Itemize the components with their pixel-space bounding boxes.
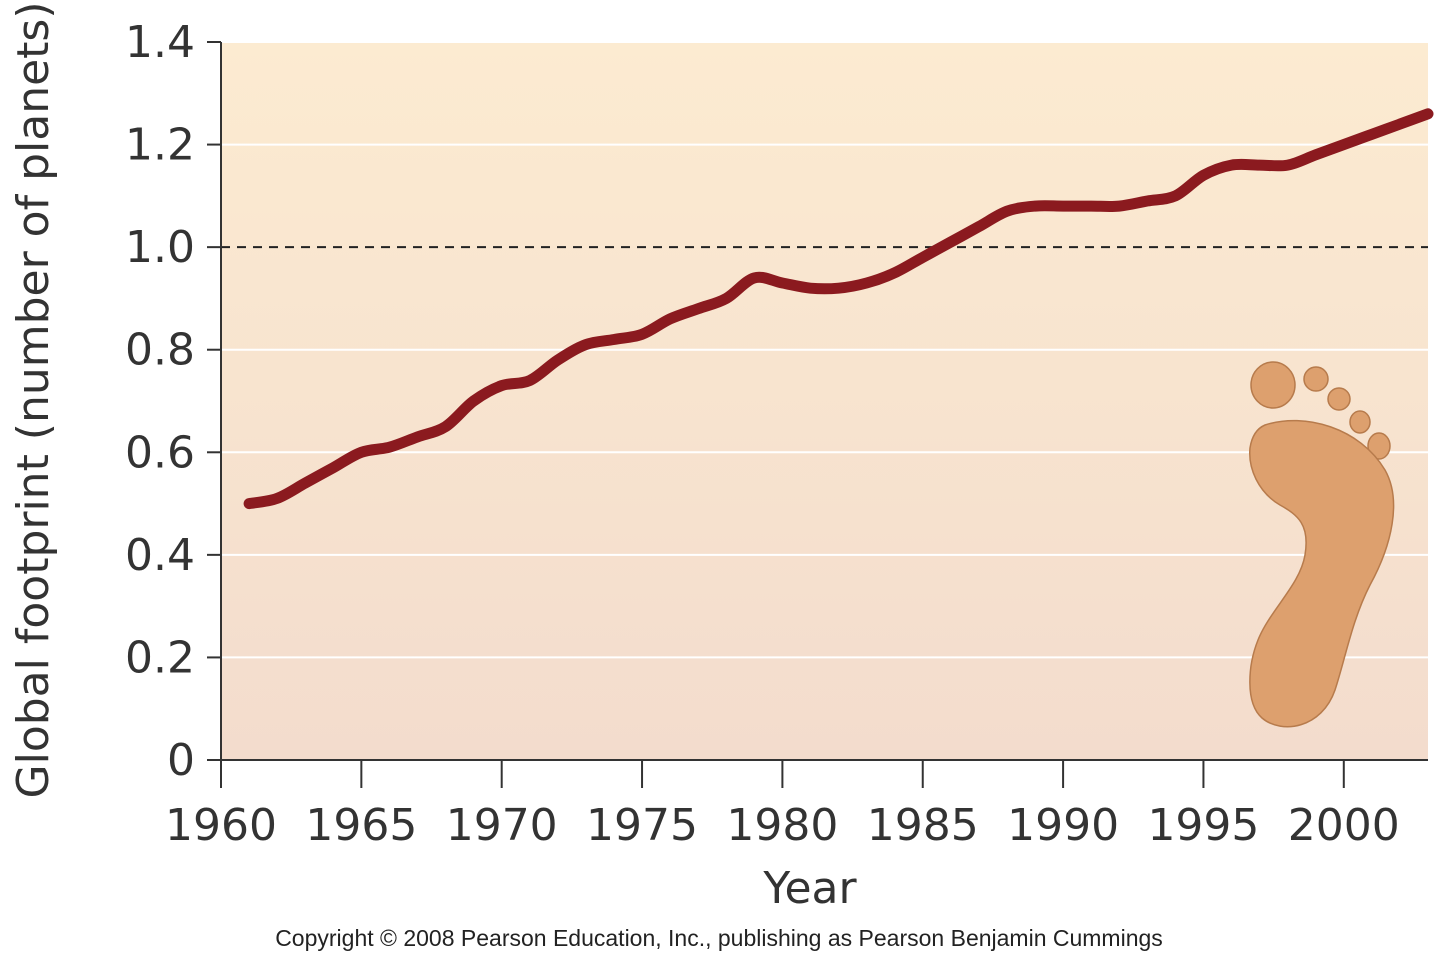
footprint-toe-2	[1303, 366, 1329, 392]
x-tick-label: 2000	[1288, 800, 1400, 851]
y-tick-label: 0.4	[125, 530, 195, 581]
y-tick-label: 0	[167, 735, 195, 786]
plot-area	[221, 42, 1428, 760]
y-tick-label: 0.6	[125, 427, 195, 478]
y-axis-title: Global footprint (number of planets)	[8, 2, 59, 799]
x-tick-label: 1980	[726, 800, 838, 851]
x-axis-ticks: 1960 1965 1970 1975 1980 1985 1990 1995 2000	[165, 760, 1400, 851]
x-tick-label: 1965	[305, 800, 417, 851]
x-tick-label: 1985	[867, 800, 979, 851]
y-tick-label: 0.8	[125, 325, 195, 376]
data-line-global-footprint	[243, 108, 1434, 510]
x-axis-title: Year	[762, 863, 857, 914]
y-tick-label: 1.2	[125, 120, 195, 171]
footprint-toe-3	[1327, 387, 1351, 411]
gridlines	[221, 41, 1428, 659]
y-tick-label: 1.0	[125, 222, 195, 273]
y-tick-label: 0.2	[125, 632, 195, 683]
x-tick-label: 1960	[165, 800, 277, 851]
footprint-sole	[1249, 419, 1395, 728]
x-tick-label: 1995	[1147, 800, 1259, 851]
x-tick-label: 1970	[446, 800, 558, 851]
footprint-toe-4	[1349, 410, 1371, 434]
x-tick-label: 1990	[1007, 800, 1119, 851]
y-axis-ticks: 0 0.2 0.4 0.6 0.8 1.0 1.2 1.4	[125, 17, 221, 786]
x-tick-label: 1975	[586, 800, 698, 851]
y-tick-label: 1.4	[125, 17, 195, 68]
footprint-toe-5	[1367, 432, 1391, 460]
footprint-icon	[1249, 361, 1395, 728]
copyright-text: Copyright © 2008 Pearson Education, Inc.…	[275, 925, 1163, 951]
footprint-big-toe	[1250, 361, 1296, 409]
